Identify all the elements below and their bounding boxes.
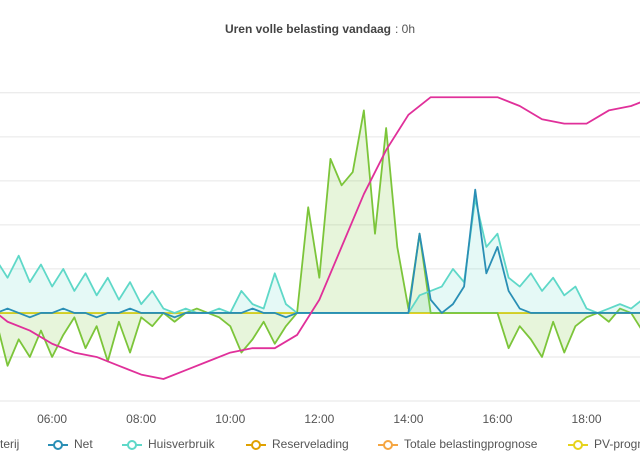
series-line	[0, 109, 640, 367]
x-tick-label: 18:00	[572, 412, 602, 426]
x-tick-label: 10:00	[215, 412, 245, 426]
legend-marker	[53, 440, 63, 450]
legend-label: terij	[0, 437, 19, 451]
x-tick-label: 06:00	[37, 412, 67, 426]
x-tick-label: 08:00	[126, 412, 156, 426]
x-tick-label: 14:00	[393, 412, 423, 426]
legend-label: Reservelading	[272, 437, 349, 451]
legend-label: Huisverbruik	[148, 437, 216, 451]
chart-title: Uren volle belasting vandaag : 0h	[225, 22, 415, 36]
x-tick-label: 12:00	[304, 412, 334, 426]
legend-label: Totale belastingprognose	[404, 437, 538, 451]
series-line	[0, 96, 640, 380]
legend-marker	[127, 440, 137, 450]
legend-marker	[383, 440, 393, 450]
legend-marker	[251, 440, 261, 450]
legend-label: PV-prognos	[594, 437, 640, 451]
title-label: Uren volle belasting vandaag	[225, 22, 391, 36]
legend-marker	[573, 440, 583, 450]
x-tick-label: 16:00	[482, 412, 512, 426]
series-line	[0, 188, 640, 319]
legend-label: Net	[74, 437, 93, 451]
title-value: : 0h	[395, 22, 415, 36]
